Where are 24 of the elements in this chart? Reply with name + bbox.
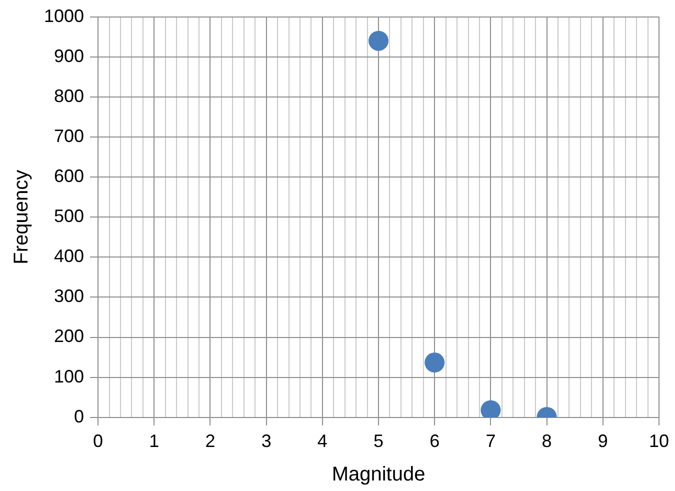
- x-tick-label: 6: [430, 431, 440, 452]
- y-tick-label: 700: [54, 126, 84, 146]
- y-tick-label: 800: [54, 86, 84, 106]
- y-tick-label: 600: [54, 166, 84, 186]
- x-tick-label: 5: [374, 431, 384, 452]
- x-tick-label: 2: [205, 431, 216, 452]
- y-tick-label: 1000: [44, 6, 84, 26]
- y-tick-label: 300: [54, 286, 84, 306]
- y-tick-label: 900: [54, 46, 84, 66]
- y-tick-label: 0: [74, 406, 84, 426]
- x-tick-label: 4: [317, 431, 328, 452]
- x-tick-label: 0: [93, 431, 104, 452]
- x-tick-label: 10: [648, 431, 670, 452]
- y-tick-label: 200: [54, 326, 84, 346]
- x-tick-label: 3: [261, 431, 272, 452]
- y-tick-label: 100: [54, 366, 84, 386]
- x-tick-label: 9: [598, 431, 608, 452]
- y-tick-label: 500: [54, 206, 84, 226]
- x-axis-title: Magnitude: [332, 464, 426, 486]
- x-tick-label: 1: [149, 431, 160, 452]
- y-tick-label: 400: [54, 246, 84, 266]
- x-tick-label: 8: [542, 431, 552, 452]
- y-axis-title: Frequency: [10, 170, 33, 264]
- x-tick-label: 7: [486, 431, 496, 452]
